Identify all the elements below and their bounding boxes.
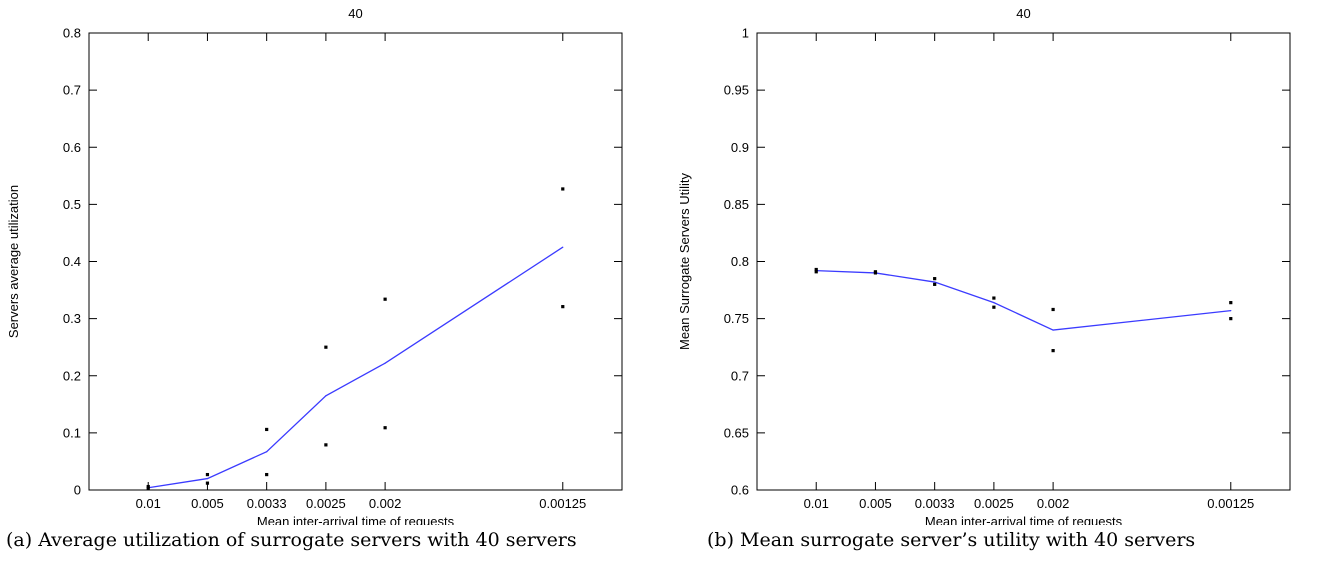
x-tick-label: 0.0033 [915, 496, 955, 511]
scatter-point [1051, 349, 1055, 353]
y-tick-label: 0.6 [63, 140, 81, 155]
scatter-point [265, 472, 269, 477]
scatter-point [383, 297, 387, 301]
figure-caption-b: (b) Mean surrogate server’s utility with… [707, 529, 1196, 551]
y-tick-label: 0.9 [731, 140, 749, 155]
x-tick-label: 0.005 [191, 496, 224, 511]
scatter-point [992, 305, 996, 309]
scatter-point [873, 271, 878, 275]
scatter-point [383, 426, 387, 430]
x-tick-label: 0.0025 [306, 496, 346, 511]
series-point [993, 302, 995, 304]
y-tick-label: 0.2 [63, 368, 81, 383]
y-tick-label: 0.8 [63, 26, 81, 41]
series-line [148, 246, 564, 489]
chart-title: 40 [348, 6, 362, 21]
utilization-chart: 40 0 0.1 0.2 0.3 0.4 0.5 0.6 0.7 0.8 0.01 0.005 0.00… [6, 6, 623, 525]
figure-caption-a: (a) Average utilization of surrogate ser… [6, 529, 577, 551]
scatter-point [205, 472, 210, 477]
y-tick-label: 0.95 [724, 83, 749, 98]
scatter-point [265, 427, 269, 432]
series-point [934, 281, 936, 283]
chart-panel-b: 40 0.6 0.65 0.7 0.75 0.8 0.85 0.9 0.95 1 0.01 0.005… [659, 0, 1318, 570]
scatter-point [561, 187, 565, 191]
series-point [266, 451, 268, 453]
y-axis-label: Mean Surrogate Servers Utility [677, 172, 692, 350]
series-point [562, 246, 564, 248]
scatter-point [146, 486, 150, 490]
x-tick-label: 0.002 [1037, 496, 1070, 511]
series-point [1230, 310, 1232, 312]
scatter-point [1051, 307, 1055, 312]
y-tick-label: 0.8 [731, 254, 749, 269]
scatter-point [933, 282, 937, 286]
scatter-point [1229, 301, 1233, 305]
x-tick-label: 0.00125 [539, 496, 586, 511]
y-tick-label: 0.75 [724, 311, 749, 326]
x-axis-label: Mean inter-arrival time of requests [925, 514, 1123, 525]
y-tick-label: 0.85 [724, 197, 749, 212]
y-tick-label: 0.65 [724, 425, 749, 440]
scatter-point [814, 267, 818, 272]
y-tick-label: 1 [742, 26, 749, 41]
scatter-point [324, 345, 328, 349]
scatter-point [561, 305, 565, 309]
y-tick-label: 0.7 [63, 83, 81, 98]
scatter-point [992, 296, 996, 300]
scatter-point [324, 443, 328, 447]
y-axis-label: Servers average utilization [6, 185, 21, 338]
x-tick-label: 0.01 [804, 496, 829, 511]
chart-title: 40 [1016, 6, 1030, 21]
series-line [816, 269, 1231, 331]
series-point [325, 395, 327, 397]
scatter-point [933, 277, 937, 281]
x-tick-label: 0.01 [136, 496, 161, 511]
x-tick-label: 0.005 [859, 496, 892, 511]
scatter-point [814, 270, 818, 274]
y-tick-label: 0.7 [731, 368, 749, 383]
y-tick-label: 0.5 [63, 197, 81, 212]
x-tick-label: 0.0025 [974, 496, 1014, 511]
plot-frame [756, 32, 1291, 491]
y-tick-label: 0.6 [731, 483, 749, 498]
scatter-point [205, 481, 210, 485]
scatter-point [146, 484, 150, 489]
y-tick-label: 0 [74, 483, 81, 498]
y-tick-label: 0.4 [63, 254, 81, 269]
scatter-point [1229, 317, 1233, 321]
x-axis-label: Mean inter-arrival time of requests [257, 514, 455, 525]
x-tick-label: 0.0033 [247, 496, 287, 511]
x-tick-label: 0.002 [369, 496, 402, 511]
chart-panel-a: 40 0 0.1 0.2 0.3 0.4 0.5 0.6 0.7 0.8 0.01 0.005 0.00… [6, 6, 623, 551]
series-point [206, 477, 209, 480]
utility-chart: 40 0.6 0.65 0.7 0.75 0.8 0.85 0.9 0.95 1 0.01 0.005… [677, 6, 1291, 525]
y-tick-label: 0.1 [63, 425, 81, 440]
series-point [384, 362, 386, 364]
x-tick-label: 0.00125 [1207, 496, 1254, 511]
series-point [1052, 329, 1054, 331]
y-tick-label: 0.3 [63, 311, 81, 326]
